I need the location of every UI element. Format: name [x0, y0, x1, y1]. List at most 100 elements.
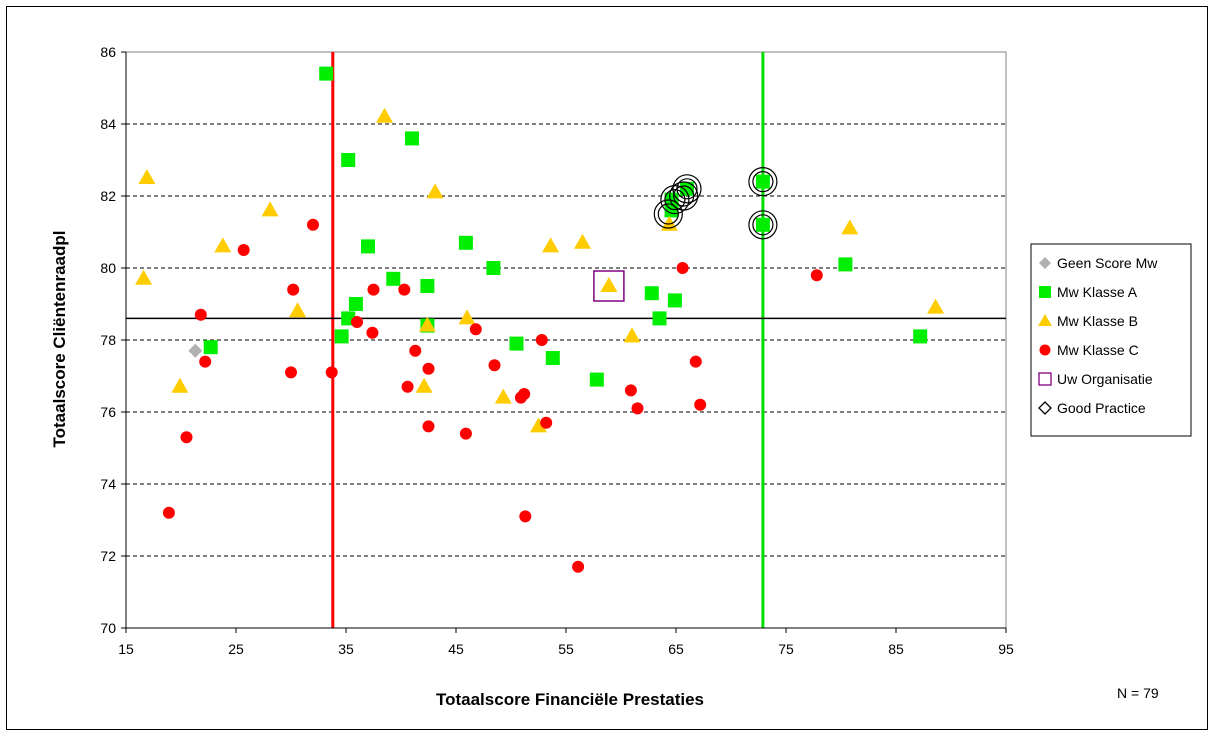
point-mw-klasse-b-18	[841, 219, 859, 235]
point-mw-klasse-c-0	[162, 506, 175, 519]
point-mw-klasse-b-15	[600, 277, 618, 292]
y-tick-label-82: 82	[100, 188, 116, 204]
point-good-practice-0-outer	[653, 199, 683, 229]
point-good-practice-2-outer	[669, 181, 699, 211]
point-mw-klasse-a-2	[334, 329, 349, 344]
point-mw-klasse-b-0	[135, 269, 153, 285]
point-mw-klasse-a-8	[405, 131, 419, 146]
point-mw-klasse-c-2	[194, 308, 207, 321]
y-axis-title: Totaalscore Cliëntenraadpl	[50, 231, 69, 448]
plot-area	[125, 51, 1007, 629]
point-mw-klasse-c-25	[572, 560, 585, 573]
point-mw-klasse-c-24	[540, 416, 553, 429]
point-mw-klasse-a-17	[652, 311, 667, 326]
legend-marker-uw-organisatie	[1038, 372, 1052, 386]
point-mw-klasse-c-31	[810, 269, 823, 282]
x-tick-label-45: 45	[448, 641, 464, 657]
point-mw-klasse-c-27	[631, 402, 644, 415]
point-mw-klasse-c-3	[199, 355, 212, 368]
point-mw-klasse-c-17	[459, 427, 472, 440]
point-mw-klasse-c-9	[351, 316, 363, 328]
point-mw-klasse-c-14	[409, 344, 422, 357]
point-mw-klasse-c-6	[287, 283, 300, 296]
point-good-practice-4-inner	[752, 171, 774, 193]
point-mw-klasse-a-14	[545, 351, 560, 365]
legend-item-uw-organisatie: Uw Organisatie	[1038, 371, 1153, 387]
series-geen-score-mw	[188, 343, 203, 358]
legend-label-uw-organisatie: Uw Organisatie	[1057, 371, 1153, 387]
point-mw-klasse-c-4	[237, 244, 250, 256]
point-mw-klasse-a-24	[838, 257, 853, 272]
point-mw-klasse-c-12	[398, 283, 411, 296]
point-mw-klasse-b-9	[426, 183, 444, 199]
point-good-practice-3-outer	[672, 174, 702, 204]
point-mw-klasse-a-13	[509, 336, 524, 351]
reference-lines	[126, 52, 1006, 628]
point-mw-klasse-a-15	[589, 372, 604, 387]
point-geen-score-mw-0	[188, 343, 203, 358]
point-mw-klasse-c-7	[307, 218, 319, 231]
point-good-practice-4	[748, 167, 778, 197]
point-mw-klasse-a-12	[486, 261, 501, 275]
point-good-practice-4-outer	[748, 167, 778, 197]
legend-item-geen-score-mw: Geen Score Mw	[1039, 255, 1158, 271]
point-mw-klasse-a-6	[361, 239, 375, 254]
legend-marker-mw-klasse-a	[1039, 286, 1051, 298]
series-mw-klasse-a	[203, 66, 928, 387]
x-tick-label-75: 75	[778, 641, 794, 657]
legend-label-mw-klasse-a: Mw Klasse A	[1057, 284, 1138, 300]
grid-lines	[126, 123, 1006, 557]
point-mw-klasse-a-22	[755, 174, 770, 189]
x-tick-label-25: 25	[228, 641, 244, 657]
point-mw-klasse-a-1	[319, 66, 334, 81]
y-tick-label-70: 70	[100, 620, 116, 636]
legend-box	[1030, 243, 1192, 437]
point-mw-klasse-b-4	[261, 201, 279, 217]
point-mw-klasse-b-12	[530, 417, 547, 433]
point-mw-klasse-c-1	[180, 431, 193, 444]
y-tick-label-84: 84	[100, 116, 116, 132]
point-mw-klasse-b-3	[214, 237, 232, 253]
legend-marker-mw-klasse-b	[1038, 314, 1052, 326]
point-mw-klasse-c-29	[689, 355, 702, 368]
point-good-practice-3	[672, 174, 702, 204]
point-mw-klasse-c-23	[535, 334, 548, 346]
x-axis-title: Totaalscore Financiële Prestaties	[436, 690, 704, 709]
legend-item-mw-klasse-a: Mw Klasse A	[1039, 284, 1138, 300]
point-mw-klasse-a-5	[348, 297, 363, 311]
point-mw-klasse-a-20	[667, 293, 682, 308]
legend-marker-good-practice	[1038, 401, 1052, 415]
series-uw-organisatie	[593, 270, 625, 302]
legend-label-geen-score-mw: Geen Score Mw	[1057, 255, 1158, 271]
legend-item-good-practice: Good Practice	[1038, 400, 1146, 416]
point-good-practice-0-inner	[657, 203, 679, 225]
point-mw-klasse-a-3	[341, 153, 356, 167]
series-mw-klasse-c	[162, 218, 823, 573]
series-good-practice	[653, 167, 778, 240]
legend-marker-mw-klasse-c	[1039, 344, 1051, 356]
sample-size-note: N = 79	[1117, 685, 1159, 701]
point-mw-klasse-c-8	[325, 366, 338, 379]
x-tick-label-95: 95	[998, 641, 1014, 657]
point-mw-klasse-c-13	[401, 380, 414, 393]
point-mw-klasse-a-21	[680, 181, 694, 196]
y-tick-label-74: 74	[100, 476, 116, 492]
point-mw-klasse-c-11	[367, 283, 380, 296]
point-mw-klasse-a-7	[386, 271, 401, 286]
point-mw-klasse-c-15	[422, 362, 435, 375]
point-mw-klasse-b-5	[289, 302, 307, 318]
point-mw-klasse-c-28	[676, 262, 689, 274]
point-mw-klasse-b-1	[138, 169, 156, 184]
legend-label-good-practice: Good Practice	[1057, 400, 1146, 416]
point-mw-klasse-c-26	[624, 384, 637, 397]
point-mw-klasse-b-7	[415, 377, 433, 393]
legend-item-mw-klasse-c: Mw Klasse C	[1039, 342, 1139, 358]
chart-frame	[6, 6, 1208, 730]
y-tick-label-76: 76	[100, 404, 116, 420]
point-mw-klasse-a-16	[644, 286, 659, 301]
point-mw-klasse-b-2	[171, 377, 189, 393]
legend-label-mw-klasse-b: Mw Klasse B	[1057, 313, 1138, 329]
point-good-practice-1-inner	[664, 189, 686, 211]
y-tick-label-80: 80	[100, 260, 116, 276]
y-tick-label-78: 78	[100, 332, 116, 348]
